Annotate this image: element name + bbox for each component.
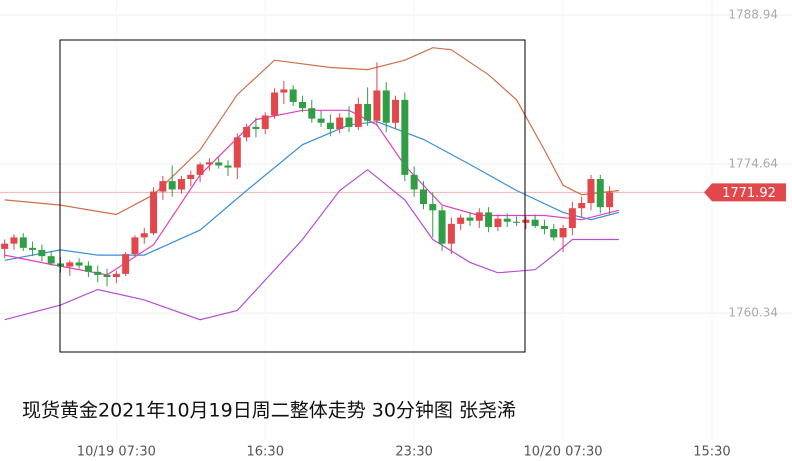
candle-body	[19, 237, 27, 248]
candle-body	[419, 189, 427, 205]
x-tick-label: 15:30	[693, 445, 730, 460]
candle-body	[596, 179, 604, 208]
candle-body	[550, 229, 558, 238]
candle-body	[38, 249, 46, 257]
y-tick-label: 1788.94	[728, 8, 778, 22]
candle-body	[84, 265, 92, 272]
candle-body	[410, 174, 418, 190]
candle-body	[336, 117, 344, 130]
candle-body	[326, 122, 334, 130]
candle-body	[494, 218, 502, 227]
candle-body	[233, 137, 241, 168]
labels: 1788.94 1774.64 1760.34 10/19 07:30 16:30 23:…	[77, 8, 786, 460]
candle-body	[215, 162, 223, 166]
indicator-lines	[4, 47, 620, 321]
candle-body	[177, 179, 185, 190]
candle-body	[457, 217, 465, 224]
candle-body	[103, 274, 111, 278]
candle-body	[140, 233, 148, 238]
candle-body	[308, 108, 316, 119]
candle-body	[224, 165, 232, 168]
candle-body	[280, 89, 288, 93]
candle-body	[382, 90, 390, 123]
candle-body	[159, 181, 167, 192]
candle-body	[475, 212, 483, 221]
candle-body	[354, 104, 362, 127]
candle-body	[429, 204, 437, 211]
candle-body	[364, 104, 372, 121]
candle-body	[531, 219, 539, 226]
candle-body	[373, 90, 381, 121]
candle-body	[317, 118, 325, 123]
candle-body	[205, 162, 213, 165]
candle-body	[401, 99, 409, 175]
indicator-line	[4, 121, 620, 261]
candle-body	[29, 247, 37, 250]
y-tick-label: 1760.34	[728, 306, 778, 320]
candle-body	[289, 89, 297, 102]
x-tick-label: 10/19 07:30	[77, 445, 156, 460]
candle-body	[47, 256, 55, 264]
indicator-line	[4, 47, 619, 216]
x-tick-label: 23:30	[395, 445, 432, 460]
candle-body	[131, 237, 139, 255]
candle-body	[522, 219, 530, 223]
candle-body	[252, 126, 260, 130]
candle-body	[298, 101, 306, 109]
candle-body	[503, 218, 511, 222]
candle-body	[112, 273, 120, 278]
candle-body	[150, 191, 158, 234]
candle-body	[392, 99, 400, 123]
candle-body	[438, 210, 446, 244]
candle-body	[587, 179, 595, 204]
candle-body	[466, 217, 474, 221]
indicator-line	[4, 168, 619, 321]
candle-body	[168, 181, 176, 190]
candle-body	[271, 92, 279, 116]
candle-body	[94, 271, 102, 275]
candle-body	[606, 192, 614, 208]
grid	[0, 14, 792, 314]
candle-body	[261, 115, 269, 130]
annotation-box	[59, 39, 526, 353]
candle-body	[66, 262, 74, 267]
candle-body	[243, 126, 251, 138]
candle-body	[485, 212, 493, 227]
x-tick-label: 16:30	[247, 445, 284, 460]
candles	[1, 62, 614, 287]
last-price-tag	[704, 183, 786, 202]
candle-body	[568, 208, 576, 229]
candle-body	[559, 228, 567, 238]
candle-body	[10, 237, 18, 244]
candle-body	[1, 243, 9, 249]
caption: 现货黄金2021年10月19日周二整体走势 30分钟图 张尧浠	[22, 400, 516, 422]
candle-body	[75, 262, 83, 266]
candle-body	[513, 221, 521, 223]
candle-body	[540, 225, 548, 230]
candle-body	[447, 223, 455, 244]
candle-body	[122, 254, 130, 274]
x-tick-label: 10/20 07:30	[524, 445, 603, 460]
candle-body	[345, 117, 353, 127]
candle-body	[578, 203, 586, 209]
y-tick-label: 1774.64	[728, 157, 778, 171]
candle-body	[187, 174, 195, 180]
candle-body	[196, 164, 204, 175]
last-price-label: 1771.92	[722, 186, 776, 201]
